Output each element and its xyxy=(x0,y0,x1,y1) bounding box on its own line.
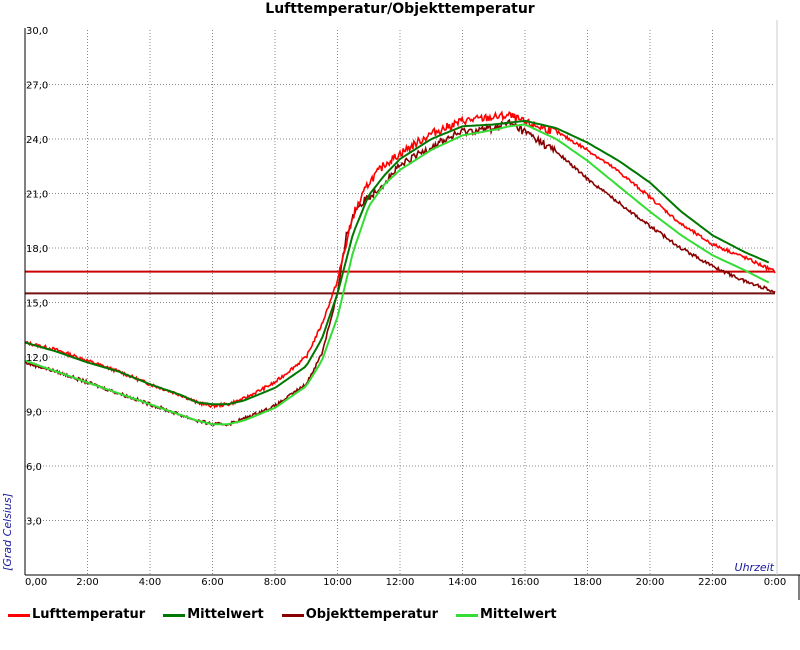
x-tick-label: 16:00 xyxy=(511,577,540,588)
y-tick-label: 27,0 xyxy=(26,81,48,92)
y-tick-label: 30,0 xyxy=(26,26,48,37)
grid xyxy=(25,30,775,575)
x-axis-label: Uhrzeit xyxy=(735,561,775,574)
x-tick-label: 20:00 xyxy=(636,577,665,588)
x-tick-label: 12:00 xyxy=(386,577,415,588)
y-tick-label: 6,0 xyxy=(26,462,42,473)
x-tick-label: 0,00 xyxy=(25,577,47,588)
reference-lines xyxy=(25,270,775,295)
series-lines xyxy=(24,110,776,427)
legend-label: Mittelwert xyxy=(187,607,264,622)
x-tick-label: 22:00 xyxy=(698,577,727,588)
legend-item-lufttemperatur: Lufttemperatur xyxy=(8,607,145,622)
legend-label: Lufttemperatur xyxy=(32,607,146,622)
legend-item-mittelwert-luft: Mittelwert xyxy=(163,607,264,622)
series-line-mittelwert-1 xyxy=(24,119,770,406)
x-tick-label: 2:00 xyxy=(76,577,98,588)
x-tick-label: 14:00 xyxy=(448,577,477,588)
y-tick-label: 24,0 xyxy=(26,135,48,146)
legend-swatch xyxy=(456,614,478,617)
y-tick-label: 18,0 xyxy=(26,244,48,255)
chart-title: Lufttemperatur/Objekttemperatur xyxy=(265,1,535,17)
x-tick-label: 18:00 xyxy=(573,577,602,588)
legend-label: Mittelwert xyxy=(480,607,557,622)
y-axis-label: [Grad Celsius] xyxy=(1,493,14,571)
tick-labels: 0,00 2:00 4:00 6:00 8:00 10:00 12:00 14:00 16:00… xyxy=(25,26,786,588)
y-tick-label: 9,0 xyxy=(26,408,42,419)
x-tick-label: 8:00 xyxy=(264,577,286,588)
legend-item-mittelwert-objekt: Mittelwert xyxy=(456,607,557,622)
legend: Lufttemperatur Mittelwert Objekttemperat… xyxy=(8,607,557,622)
legend-label: Objekttemperatur xyxy=(305,607,438,622)
y-tick-label: 21,0 xyxy=(26,190,48,201)
x-tick-label: 6:00 xyxy=(201,577,223,588)
x-tick-label: 10:00 xyxy=(323,577,352,588)
x-tick-label: 0:00 xyxy=(764,577,786,588)
y-tick-label: 15,0 xyxy=(26,299,48,310)
series-line-mittelwert-3 xyxy=(24,123,770,426)
axes xyxy=(24,20,800,600)
x-tick-label: 4:00 xyxy=(139,577,161,588)
legend-swatch xyxy=(163,614,186,617)
y-tick-label: 12,0 xyxy=(26,353,48,364)
legend-swatch xyxy=(8,614,30,617)
y-tick-label: 3,0 xyxy=(26,517,42,528)
legend-swatch xyxy=(281,614,304,617)
legend-item-objekttemperatur: Objekttemperatur xyxy=(281,607,438,622)
